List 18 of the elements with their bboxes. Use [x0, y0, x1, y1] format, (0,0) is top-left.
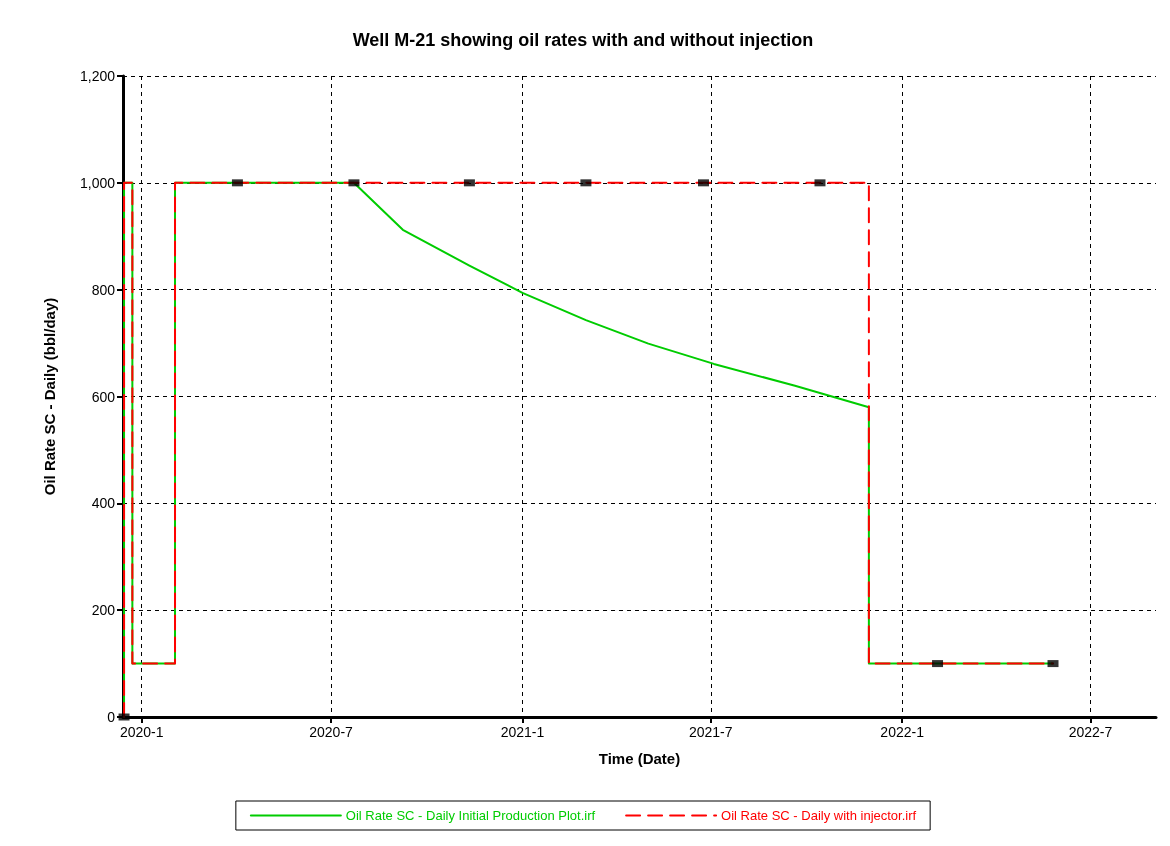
x-tick-label: 2022-7 — [1068, 724, 1113, 740]
text: Oil Rate SC - Daily Initial Production Plot.irf — [345, 808, 596, 823]
y-tick-label: 1,000 — [79, 174, 116, 191]
y-tick-label: 1,200 — [79, 68, 116, 84]
y-tick-label: 0 — [107, 709, 116, 725]
x-tick-label: 2020-7 — [309, 724, 354, 740]
y-tick-label: 200 — [91, 602, 116, 619]
y-tick-label: 600 — [91, 388, 116, 405]
x-tick-label: 2021-1 — [500, 724, 545, 740]
chart-title: Well M-21 showing oil rates with and without injection — [352, 30, 814, 50]
text: Oil Rate SC - Daily with injector.irf — [721, 808, 917, 823]
y-axis-title: Oil Rate SC - Daily (bbl/day) — [41, 297, 58, 496]
x-tick-label: 2022-1 — [880, 724, 925, 740]
y-tick-label: 800 — [91, 281, 116, 298]
x-axis-title: Time (Date) — [598, 750, 681, 767]
x-tick-label: 2021-7 — [688, 724, 733, 740]
y-tick-label: 400 — [91, 495, 116, 512]
x-tick-label: 2020-1 — [119, 724, 164, 740]
